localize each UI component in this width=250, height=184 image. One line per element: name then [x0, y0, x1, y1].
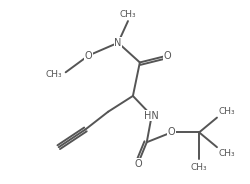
Text: O: O — [84, 51, 92, 61]
Text: CH₃: CH₃ — [191, 163, 208, 172]
Text: HN: HN — [144, 111, 159, 121]
Text: O: O — [168, 127, 175, 137]
Text: O: O — [134, 159, 142, 169]
Text: CH₃: CH₃ — [45, 70, 62, 79]
Text: O: O — [164, 51, 171, 61]
Text: N: N — [114, 38, 122, 48]
Text: CH₃: CH₃ — [219, 107, 236, 116]
Text: CH₃: CH₃ — [219, 149, 236, 158]
Text: CH₃: CH₃ — [120, 10, 136, 19]
